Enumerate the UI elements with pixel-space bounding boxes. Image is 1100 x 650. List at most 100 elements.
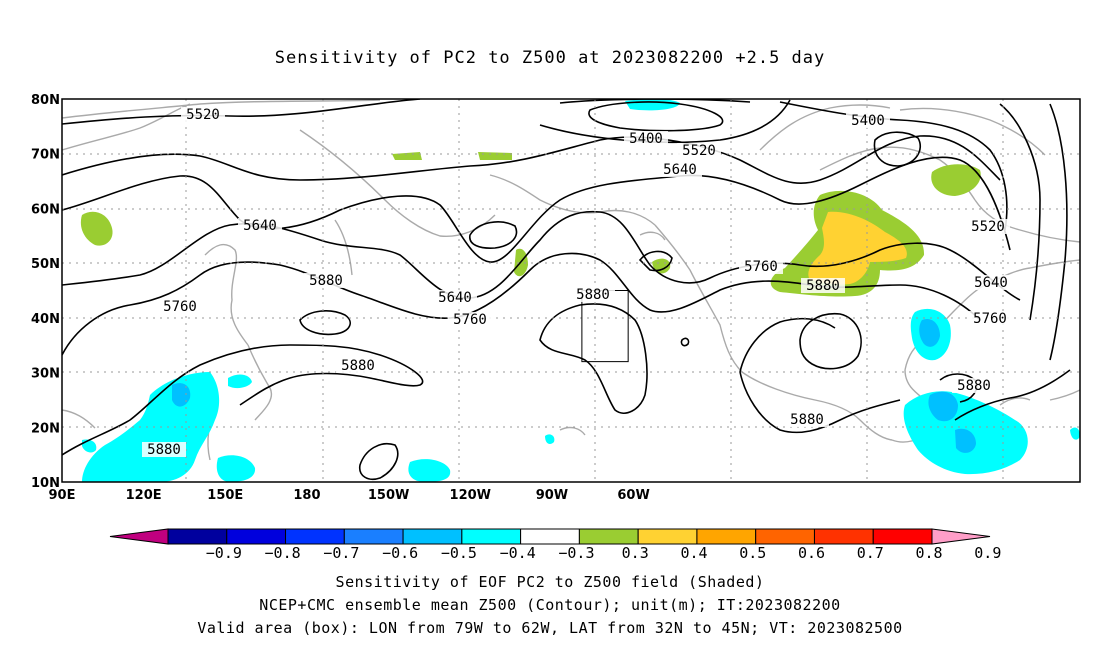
colorbar-tick-label: 0.9 <box>974 544 1001 562</box>
contour-label-bg <box>336 358 380 373</box>
shade-blue-box <box>919 318 940 347</box>
contour-label-bg <box>966 219 1010 234</box>
shade-green-1 <box>392 152 422 160</box>
contour-label: 5520 <box>186 107 220 123</box>
colorbar-tick-label: −0.4 <box>500 544 536 562</box>
map-title: Sensitivity of PC2 to Z500 at 2023082200… <box>274 48 826 68</box>
contour-label-bg <box>448 312 492 327</box>
colorbar-tick-label: 0.6 <box>798 544 825 562</box>
colorbar-segment <box>637 528 698 545</box>
latitude-labels: 80N 70N 60N 50N 40N 30N 20N 10N <box>31 93 60 491</box>
colorbar-tick-label: 0.7 <box>857 544 884 562</box>
lat-label: 60N <box>31 202 60 217</box>
lon-label: 150E <box>207 488 243 503</box>
colorbar-tick-label: −0.9 <box>206 544 242 562</box>
contour-label-bg <box>785 412 829 427</box>
colorbar-segment <box>520 528 580 545</box>
contour-label: 5880 <box>576 287 610 303</box>
caption-valid-area: Valid area (box): LON from 79W to 62W, L… <box>197 619 903 637</box>
contour-label: 5640 <box>974 275 1008 291</box>
contour-label: 5400 <box>851 113 885 129</box>
contour-label-bg <box>658 162 702 177</box>
contour-label-bg <box>952 378 996 393</box>
colorbar-left-triangle <box>109 528 169 545</box>
contour-label-bg <box>142 442 186 457</box>
colorbar-tick-label: −0.5 <box>441 544 477 562</box>
colorbar-tick-label: −0.6 <box>382 544 418 562</box>
contour-label-bg <box>739 259 783 274</box>
colorbar <box>109 528 991 545</box>
colorbar-segment <box>343 528 404 545</box>
colorbar-segment <box>285 528 345 545</box>
shade-cyan-wpac-1 <box>82 372 220 482</box>
contour-label: 5880 <box>341 358 375 374</box>
contour-label: 5400 <box>629 131 663 147</box>
colorbar-segment <box>226 528 287 545</box>
contour-label: 5520 <box>682 143 716 159</box>
contour-label-bg <box>238 218 282 233</box>
contour-label: 5880 <box>806 278 840 294</box>
lon-label: 90W <box>536 488 568 503</box>
lat-label: 50N <box>31 257 60 272</box>
contour-label-bg <box>801 278 845 293</box>
shade-cyan-wpac-2 <box>228 374 252 389</box>
shade-cyan-cpac <box>545 434 555 444</box>
caption-contour: NCEP+CMC ensemble mean Z500 (Contour); u… <box>259 596 841 614</box>
contour-label: 5640 <box>663 162 697 178</box>
contour-label-bg <box>304 273 348 288</box>
contour-label: 5880 <box>147 442 181 458</box>
lat-label: 30N <box>31 367 60 382</box>
contour-label: 5760 <box>163 299 197 315</box>
lon-label: 150W <box>368 488 409 503</box>
contour-label: 5880 <box>790 412 824 428</box>
contour-label-bg <box>433 290 477 305</box>
shade-cyan-atl <box>1070 427 1080 440</box>
shade-blue-caribbean <box>928 391 958 422</box>
colorbar-segment <box>813 528 874 545</box>
plot-frame <box>61 98 1081 483</box>
contour-label-bg <box>969 275 1013 290</box>
colorbar-right-triangle <box>931 528 991 545</box>
lon-label: 120W <box>450 488 491 503</box>
lon-label: 180 <box>293 488 320 503</box>
shade-green-nw-pacific <box>80 211 113 246</box>
contour-label-bg <box>158 299 202 314</box>
caption-shaded: Sensitivity of EOF PC2 to Z500 field (Sh… <box>335 573 765 591</box>
contour-label: 5760 <box>973 311 1007 327</box>
contour-label: 5760 <box>744 259 778 275</box>
lon-label: 90E <box>49 488 76 503</box>
contour-label-bg <box>677 143 721 158</box>
contour-label-bg <box>968 311 1012 326</box>
shade-cyan-wpac-3 <box>216 455 256 482</box>
contour-label: 5640 <box>243 218 277 234</box>
colorbar-tick-label: 0.5 <box>739 544 766 562</box>
contour-label-bg <box>624 131 668 146</box>
colorbar-segment <box>872 528 933 545</box>
colorbar-segment <box>461 528 522 545</box>
colorbar-tick-label: −0.7 <box>323 544 359 562</box>
map-plot-area: 5520 540055205400564055205640576058805640… <box>62 99 1080 482</box>
contour-labels: 5520 540055205400564055205640576058805640… <box>142 107 1013 458</box>
colorbar-segment <box>167 528 228 545</box>
lat-label: 40N <box>31 312 60 327</box>
lat-label: 10N <box>31 476 60 491</box>
shade-green-ne-canada <box>931 164 981 196</box>
contour-label: 5880 <box>957 378 991 394</box>
lat-label: 20N <box>31 421 60 436</box>
lon-label: 60W <box>617 488 649 503</box>
shade-blue-caribbean-2 <box>955 428 976 453</box>
shade-green-2 <box>478 152 512 160</box>
colorbar-tick-label: −0.8 <box>265 544 301 562</box>
shade-yellow-central-na <box>808 211 907 285</box>
contour-label-bg <box>181 107 225 122</box>
colorbar-segment <box>696 528 757 545</box>
lat-label: 70N <box>31 148 60 163</box>
lon-label: 120E <box>126 488 162 503</box>
shade-cyan-wpac-5 <box>82 439 97 453</box>
shade-cyan-wpac-4 <box>408 459 451 482</box>
contour-label: 5520 <box>971 219 1005 235</box>
colorbar-segment <box>578 528 639 545</box>
longitude-labels: 90E 120E 150E 180 150W 120W 90W 60W <box>49 488 650 503</box>
contour-label-bg <box>571 287 615 302</box>
